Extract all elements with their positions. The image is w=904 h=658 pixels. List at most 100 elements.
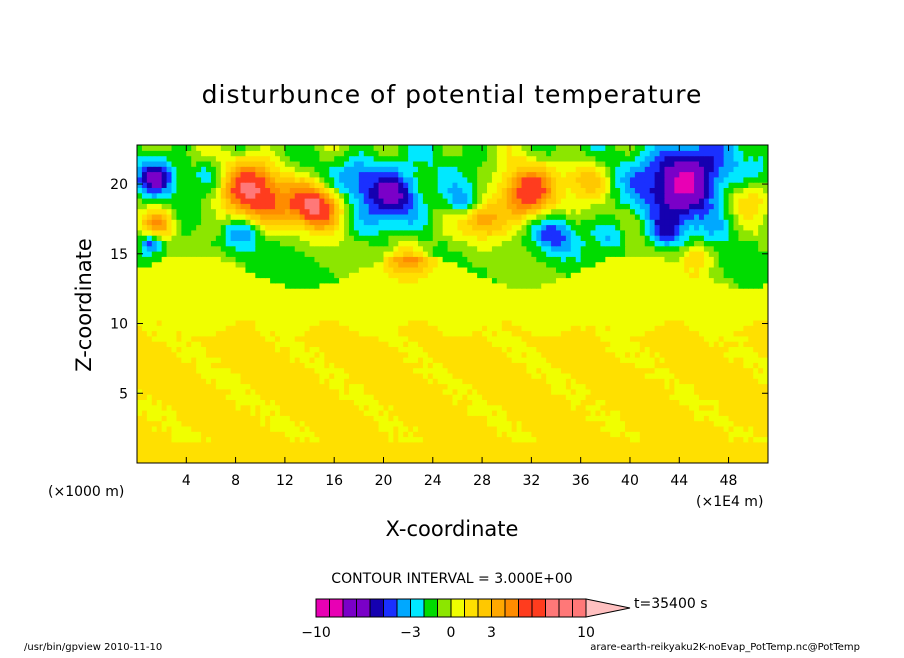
- field-cell: [763, 394, 768, 400]
- field-cell: [201, 314, 207, 321]
- field-cell: [417, 367, 424, 374]
- field-cell: [339, 452, 345, 459]
- field-cell: [625, 357, 631, 363]
- field-cell: [565, 383, 572, 390]
- field-cell: [225, 441, 232, 448]
- field-cell: [210, 431, 217, 438]
- field-cell: [541, 272, 547, 279]
- field-cell: [417, 261, 424, 268]
- field-cell: [694, 436, 700, 443]
- field-cell: [516, 457, 523, 463]
- field-cell: [329, 282, 335, 289]
- field-cell: [615, 410, 621, 416]
- field-cell: [304, 431, 311, 438]
- field-cell: [225, 357, 232, 363]
- field-cell: [644, 378, 651, 385]
- field-cell: [684, 330, 690, 337]
- field-cell: [368, 319, 375, 326]
- field-cell: [472, 410, 478, 416]
- field-cell: [472, 388, 478, 395]
- field-cell: [590, 367, 597, 374]
- field-cell: [629, 431, 636, 438]
- field-cell: [708, 357, 715, 363]
- field-cell: [137, 415, 143, 422]
- field-cell: [442, 441, 449, 448]
- field-cell: [348, 335, 355, 342]
- field-cell: [353, 272, 360, 279]
- field-cell: [270, 457, 276, 463]
- field-cell: [511, 378, 518, 385]
- field-cell: [265, 388, 271, 395]
- field-cell: [294, 378, 301, 385]
- field-cell: [220, 415, 227, 422]
- field-cell: [437, 404, 444, 411]
- field-cell: [506, 372, 513, 379]
- field-cell: [526, 293, 532, 300]
- field-cell: [679, 346, 685, 353]
- field-cell: [679, 314, 685, 321]
- field-cell: [275, 394, 281, 400]
- field-cell: [151, 372, 158, 379]
- field-cell: [659, 261, 666, 268]
- field-cell: [639, 288, 646, 294]
- field-cell: [669, 410, 675, 416]
- field-cell: [496, 441, 503, 448]
- field-cell: [393, 277, 399, 284]
- field-cell: [166, 277, 173, 284]
- field-cell: [565, 261, 572, 268]
- field-cell: [526, 309, 532, 316]
- field-cell: [176, 293, 182, 300]
- field-cell: [531, 314, 537, 321]
- field-cell: [137, 378, 143, 385]
- field-cell: [403, 314, 409, 321]
- field-cell: [161, 346, 168, 353]
- field-cell: [210, 362, 217, 369]
- field-cell: [240, 436, 247, 443]
- field-cell: [422, 452, 429, 459]
- field-cell: [378, 314, 385, 321]
- field-cell: [482, 319, 488, 326]
- field-cell: [289, 436, 296, 443]
- field-cell: [166, 441, 173, 448]
- field-cell: [413, 452, 419, 459]
- field-cell: [521, 357, 528, 363]
- field-cell: [689, 447, 695, 453]
- field-cell: [570, 325, 577, 332]
- field-cell: [639, 309, 646, 316]
- field-cell: [275, 261, 281, 268]
- field-cell: [748, 415, 754, 422]
- field-cell: [408, 399, 414, 406]
- field-cell: [171, 351, 178, 358]
- field-cell: [181, 420, 187, 427]
- field-cell: [171, 282, 178, 289]
- field-cell: [457, 314, 463, 321]
- field-cell: [689, 272, 695, 279]
- field-cell: [388, 394, 394, 400]
- field-cell: [615, 441, 621, 448]
- field-cell: [304, 410, 311, 416]
- field-cell: [477, 346, 483, 353]
- field-cell: [472, 415, 478, 422]
- field-cell: [432, 372, 439, 379]
- field-cell: [137, 388, 143, 395]
- field-cell: [689, 261, 695, 268]
- field-cell: [585, 399, 592, 406]
- field-cell: [560, 357, 567, 363]
- field-cell: [368, 431, 375, 438]
- field-cell: [575, 404, 582, 411]
- field-cell: [442, 452, 449, 459]
- field-cell: [279, 277, 286, 284]
- field-cell: [546, 425, 552, 432]
- field-cell: [176, 441, 182, 448]
- field-cell: [339, 410, 345, 416]
- field-cell: [526, 314, 532, 321]
- field-cell: [467, 452, 473, 459]
- field-cell: [442, 293, 449, 300]
- field-cell: [304, 367, 311, 374]
- field-cell: [255, 447, 261, 453]
- field-cell: [255, 341, 261, 347]
- field-cell: [447, 256, 454, 263]
- field-cell: [319, 266, 325, 273]
- field-cell: [496, 293, 503, 300]
- field-cell: [151, 399, 158, 406]
